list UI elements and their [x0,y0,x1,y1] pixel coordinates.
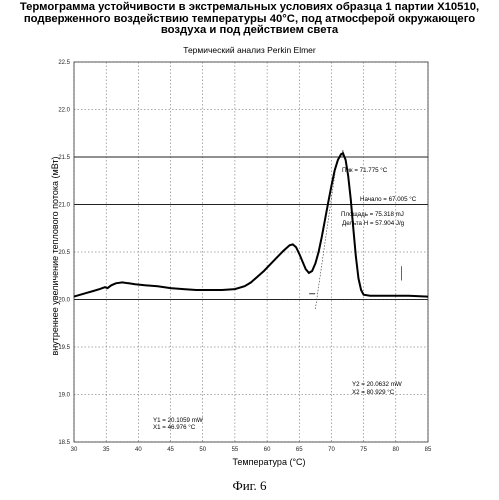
y-tick-label: 21.0 [58,203,70,209]
point-right-x-annotation: X2 = 80.929 °C [352,389,395,396]
reference-lines [74,157,428,300]
onset-tangent [315,171,335,309]
y-tick-label: 19.5 [58,345,70,351]
x-tick-label: 55 [232,447,239,453]
x-tick-label: 70 [328,447,335,453]
y-tick-label: 19.0 [58,393,70,399]
x-tick-label: 65 [296,447,303,453]
onset-annotation: Начало = 67.005 °C [360,196,417,203]
x-tick-label: 75 [360,447,367,453]
y-tick-label: 21.5 [58,155,70,161]
y-tick-label: 18.5 [58,440,70,446]
y-tick-label: 22.5 [58,60,70,66]
delta-h-annotation: Дельта Н = 57.904 J/g [342,220,405,227]
x-axis-label: Температура (°С) [232,457,305,467]
x-tick-label: 30 [71,447,78,453]
x-tick-label: 45 [167,447,174,453]
y-tick-label: 20.0 [58,298,70,304]
peak-annotation: Пик = 71.775 °C [342,167,388,174]
x-tick-label: 60 [264,447,271,453]
point-right-y-annotation: Y2 = 20.0632 mW [352,381,402,388]
y-tick-label: 20.5 [58,250,70,256]
x-tick-label: 85 [425,447,432,453]
x-tick-label: 80 [392,447,399,453]
y-axis-label: внутреннее увеличение теплового потока (… [50,156,60,355]
x-tick-label: 40 [135,447,142,453]
point-left-x-annotation: X1 = 46.976 °C [153,424,196,431]
x-tick-label: 35 [103,447,110,453]
figure-caption: Фиг. 6 [0,478,499,494]
y-tick-label: 22.0 [58,108,70,114]
area-annotation: Площадь = 75.318 mJ [341,211,404,218]
x-tick-label: 50 [199,447,206,453]
point-left-y-annotation: Y1 = 20.1059 mW [153,417,203,424]
